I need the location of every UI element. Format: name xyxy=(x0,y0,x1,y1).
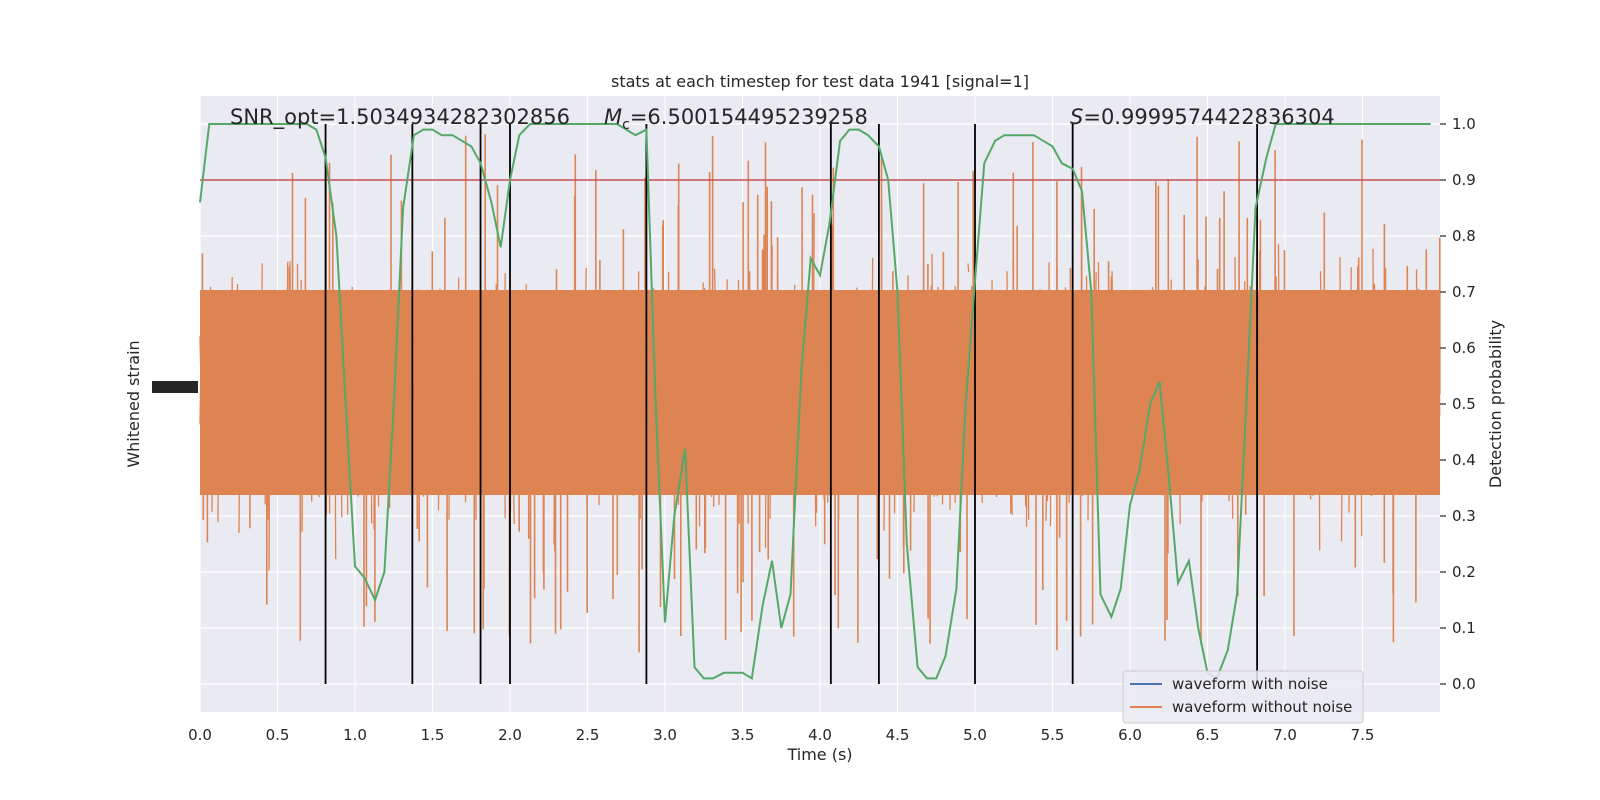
y-tick-label: 0.2 xyxy=(1452,563,1476,581)
x-tick-label: 2.0 xyxy=(498,726,522,744)
x-tick-label: 6.5 xyxy=(1196,726,1220,744)
y-axis-left-label: Whitened strain xyxy=(124,340,143,467)
y-axis-right-label: Detection probability xyxy=(1486,320,1505,488)
y-tick-label: 1.0 xyxy=(1452,115,1476,133)
x-tick-label: 2.5 xyxy=(576,726,600,744)
y-tick-label: 0.4 xyxy=(1452,451,1476,469)
legend: waveform with noise waveform without noi… xyxy=(1122,670,1364,724)
chirp-mass-annotation: Mc=6.500154495239258 xyxy=(604,105,868,133)
mc-value: =6.500154495239258 xyxy=(630,105,868,129)
x-tick-label: 3.5 xyxy=(731,726,755,744)
y-tick-label: 0.9 xyxy=(1452,171,1476,189)
legend-box xyxy=(1122,670,1364,724)
y-tick-label: 0.1 xyxy=(1452,619,1476,637)
strain-spikes xyxy=(201,134,1441,653)
x-tick-label: 4.5 xyxy=(886,726,910,744)
strain-trace xyxy=(199,134,1441,653)
legend-label-without-noise: waveform without noise xyxy=(1172,698,1352,716)
mc-symbol: M xyxy=(604,105,622,129)
s-symbol: S xyxy=(1070,105,1083,129)
y-tick-label: 0.0 xyxy=(1452,675,1476,693)
y-tick-label: 0.3 xyxy=(1452,507,1476,525)
x-tick-label: 5.0 xyxy=(963,726,987,744)
y-tick-label: 0.5 xyxy=(1452,395,1476,413)
x-tick-label: 7.5 xyxy=(1351,726,1375,744)
x-axis-label: Time (s) xyxy=(786,745,852,764)
y-tick-label: 0.7 xyxy=(1452,283,1476,301)
y-tick-label: 0.6 xyxy=(1452,339,1476,357)
x-tick-label: 5.5 xyxy=(1041,726,1065,744)
mc-subscript: c xyxy=(622,117,630,133)
legend-label-with-noise: waveform with noise xyxy=(1172,675,1328,693)
x-tick-label: 3.0 xyxy=(653,726,677,744)
snr-annotation: SNR_opt=1.5034934282302856 xyxy=(230,105,570,130)
x-tick-label: 4.0 xyxy=(808,726,832,744)
y-axis-right-ticks: 0.0 0.1 0.2 0.3 0.4 0.5 0.6 0.7 0.8 0.9 1.0 xyxy=(1440,115,1476,693)
x-tick-label: 0.5 xyxy=(266,726,290,744)
left-axis-ticks-cluster xyxy=(152,381,198,393)
detection-probability-line xyxy=(199,123,1431,681)
score-annotation: S=0.9999574422836304 xyxy=(1070,105,1335,129)
s-value: =0.9999574422836304 xyxy=(1083,105,1334,129)
y-tick-label: 0.8 xyxy=(1452,227,1476,245)
x-tick-label: 0.0 xyxy=(188,726,212,744)
chart-title: stats at each timestep for test data 194… xyxy=(611,72,1029,91)
x-tick-label: 1.0 xyxy=(343,726,367,744)
x-axis-ticks: 0.0 0.5 1.0 1.5 2.0 2.5 3.0 3.5 4.0 4.5 5.0 5.5 6.0 6… xyxy=(188,726,1374,744)
x-tick-label: 6.0 xyxy=(1118,726,1142,744)
x-tick-label: 1.5 xyxy=(421,726,445,744)
x-tick-label: 7.0 xyxy=(1273,726,1297,744)
